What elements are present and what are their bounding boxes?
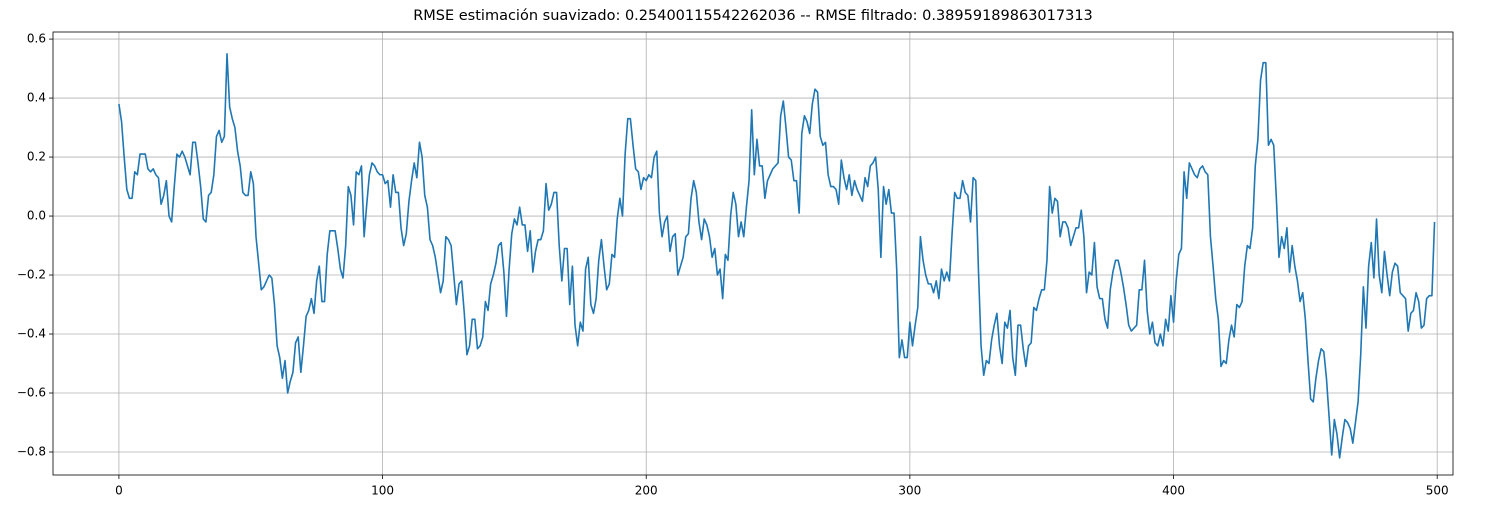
x-tick-label: 500 — [1426, 484, 1449, 498]
plot-frame — [52, 31, 1454, 476]
y-tick-label: 0.6 — [27, 32, 46, 46]
chart-title: RMSE estimación suavizado: 0.25400115542… — [413, 8, 1093, 24]
y-tick-label: −0.4 — [17, 327, 46, 341]
y-tick-label: −0.2 — [17, 268, 46, 282]
y-tick-label: 0.2 — [27, 150, 46, 164]
x-tick-label: 400 — [1162, 484, 1185, 498]
y-tick-label: 0.0 — [27, 209, 46, 223]
x-tick-label: 300 — [898, 484, 921, 498]
x-tick-label: 200 — [635, 484, 658, 498]
x-tick-label: 100 — [371, 484, 394, 498]
y-tick-label: 0.4 — [27, 91, 46, 105]
y-tick-label: −0.6 — [17, 386, 46, 400]
y-tick-label: −0.8 — [17, 444, 46, 458]
data-line — [118, 53, 1436, 459]
x-tick-label: 0 — [115, 484, 123, 498]
